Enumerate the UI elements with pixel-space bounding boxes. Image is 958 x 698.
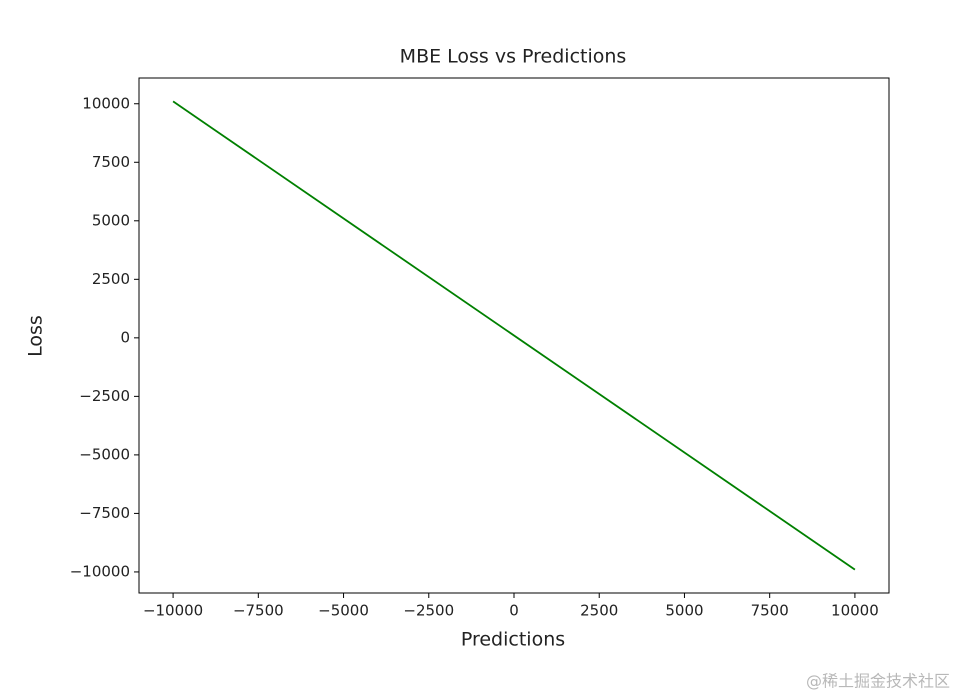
x-tick-label: 5000 [665, 602, 703, 620]
y-tick-label: −5000 [79, 445, 130, 463]
x-tick-label: −10000 [143, 602, 203, 620]
x-tick-label: 2500 [580, 602, 618, 620]
y-tick-label: −2500 [79, 387, 130, 405]
y-tick-label: −10000 [70, 562, 130, 580]
x-tick-label: 10000 [831, 602, 879, 620]
y-tick-label: 0 [120, 328, 130, 346]
plot-frame [138, 77, 890, 594]
y-tick-label: 5000 [92, 211, 130, 229]
y-tick-label: 7500 [92, 153, 130, 171]
x-tick-label: −7500 [233, 602, 284, 620]
x-axis-label: Predictions [461, 629, 565, 651]
watermark: @稀土掘金技术社区 [806, 672, 950, 691]
y-tick-label: −7500 [79, 504, 130, 522]
x-tick-label: −5000 [318, 602, 369, 620]
x-tick-label: 7500 [751, 602, 789, 620]
chart-title: MBE Loss vs Predictions [400, 46, 627, 68]
x-tick-label: −2500 [403, 602, 454, 620]
y-tick-label: 10000 [82, 94, 130, 112]
y-tick-label: 2500 [92, 270, 130, 288]
line-series [172, 100, 856, 571]
x-tick-label: 0 [509, 602, 519, 620]
y-axis-label: Loss [25, 315, 47, 357]
